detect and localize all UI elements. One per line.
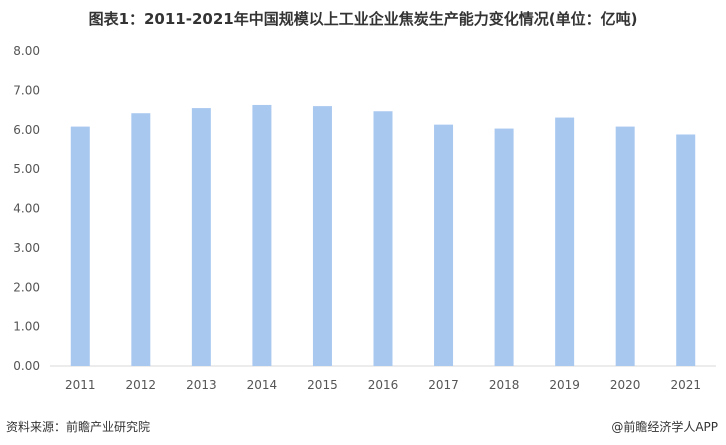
y-tick-label: 7.00 bbox=[13, 83, 40, 97]
x-tick-label: 2017 bbox=[428, 378, 459, 392]
bars bbox=[70, 104, 696, 367]
source-text: 资料来源：前瞻产业研究院 bbox=[6, 420, 151, 434]
bar-2015 bbox=[312, 106, 332, 366]
bar-2021 bbox=[676, 134, 696, 366]
y-tick-label: 2.00 bbox=[13, 280, 40, 294]
chart-title: 图表1：2011-2021年中国规模以上工业企业焦炭生产能力变化情况(单位：亿吨… bbox=[88, 10, 638, 28]
x-tick-label: 2019 bbox=[549, 378, 580, 392]
bar-2018 bbox=[494, 128, 514, 366]
bar-2011 bbox=[70, 126, 90, 366]
x-tick-label: 2021 bbox=[670, 378, 701, 392]
x-tick-label: 2013 bbox=[186, 378, 217, 392]
y-tick-label: 6.00 bbox=[13, 123, 40, 137]
x-tick-label: 2016 bbox=[368, 378, 399, 392]
x-tick-label: 2018 bbox=[489, 378, 520, 392]
x-tick-label: 2020 bbox=[610, 378, 641, 392]
credit-text: @前瞻经济学人APP bbox=[611, 420, 718, 434]
y-axis-ticks: 0.00 1.00 2.00 3.00 4.00 5.00 6.00 7.00 8.00 bbox=[13, 44, 40, 373]
y-tick-label: 4.00 bbox=[13, 202, 40, 216]
y-tick-label: 3.00 bbox=[13, 241, 40, 255]
bar-2012 bbox=[131, 113, 151, 367]
y-tick-label: 5.00 bbox=[13, 162, 40, 176]
bar-2014 bbox=[252, 104, 272, 366]
x-tick-label: 2014 bbox=[247, 378, 278, 392]
y-tick-label: 0.00 bbox=[13, 359, 40, 373]
x-tick-label: 2012 bbox=[126, 378, 157, 392]
bar-2020 bbox=[615, 126, 635, 366]
y-tick-label: 1.00 bbox=[13, 320, 40, 334]
x-tick-label: 2011 bbox=[65, 378, 96, 392]
x-axis-ticks: 2011 2012 2013 2014 2015 2016 2017 2018 2019 2020… bbox=[65, 378, 701, 392]
bar-2019 bbox=[555, 117, 575, 366]
y-tick-label: 8.00 bbox=[13, 44, 40, 58]
bar-2017 bbox=[434, 124, 454, 366]
bar-2016 bbox=[373, 111, 393, 367]
bar-2013 bbox=[191, 108, 211, 366]
x-tick-label: 2015 bbox=[307, 378, 338, 392]
